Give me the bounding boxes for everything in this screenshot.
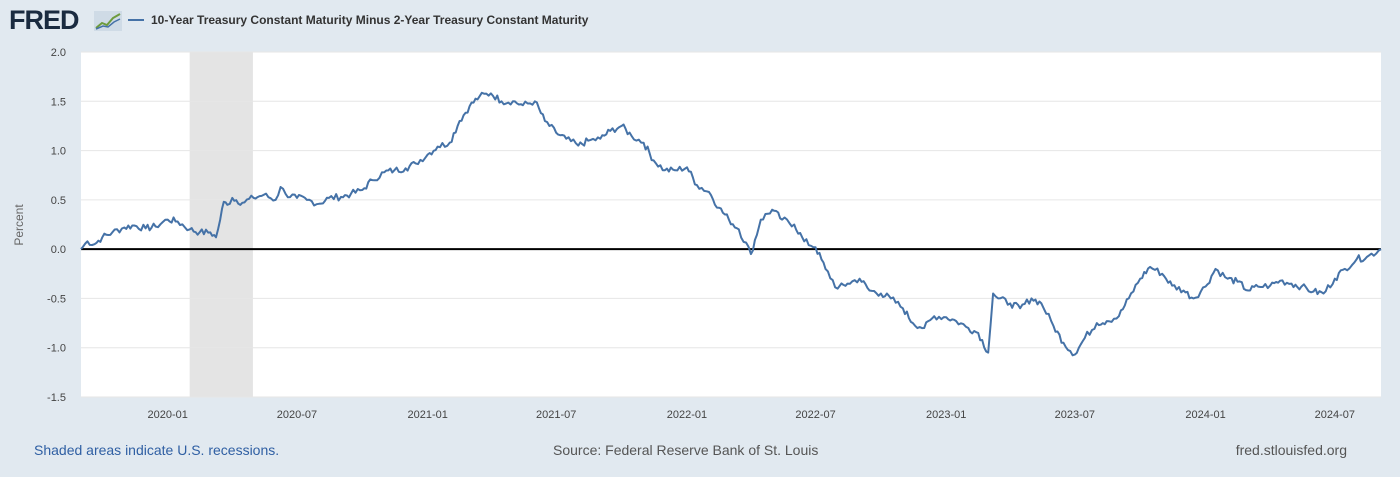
y-tick-label: 0.5 [51,195,66,207]
recession-note[interactable]: Shaded areas indicate U.S. recessions. [34,442,280,458]
chart-header: FRED 10-Year Treasury Constant Maturity … [0,0,1400,40]
y-tick-label: 0.0 [51,244,66,256]
x-tick-label: 2024-01 [1185,409,1225,421]
trend-line-icon [94,11,122,31]
y-tick-label: 1.0 [51,146,66,158]
fred-url[interactable]: fred.stlouisfed.org [1235,442,1347,458]
y-axis-label: Percent [12,204,26,246]
y-tick-label: -1.0 [47,343,66,355]
y-tick-label: -1.5 [47,392,66,404]
x-tick-label: 2023-07 [1055,409,1095,421]
x-tick-label: 2021-01 [407,409,447,421]
y-tick-label: 2.0 [51,47,66,59]
x-tick-label: 2022-01 [667,409,707,421]
x-tick-label: 2021-07 [536,409,576,421]
x-tick-labels: 2020-01 2020-07 2021-01 2021-07 2022-01 2022-… [147,409,1355,421]
x-tick-label: 2024-07 [1315,409,1355,421]
series-legend[interactable]: 10-Year Treasury Constant Maturity Minus… [128,12,588,28]
chart-canvas: 2.01.51.00.50.0-0.5-1.0-1.5 2020-01 2020-… [12,47,1382,421]
y-tick-label: -0.5 [47,293,66,305]
y-tick-label: 1.5 [51,96,66,108]
recession-band [189,52,253,397]
x-tick-label: 2023-01 [926,409,966,421]
y-tick-labels: 2.0 1.5 1.0 0.5 0.0 -0.5 -1.0 -1.5 [47,47,66,404]
x-tick-label: 2022-07 [795,409,835,421]
legend-label: 10-Year Treasury Constant Maturity Minus… [151,13,589,27]
x-tick-label: 2020-07 [277,409,317,421]
fred-logo[interactable]: FRED [9,5,79,35]
recession-bands [189,52,253,397]
legend-swatch [128,19,144,21]
x-tick-label: 2020-01 [147,409,187,421]
series-line[interactable] [80,91,1382,357]
source-note: Source: Federal Reserve Bank of St. Loui… [553,442,819,458]
